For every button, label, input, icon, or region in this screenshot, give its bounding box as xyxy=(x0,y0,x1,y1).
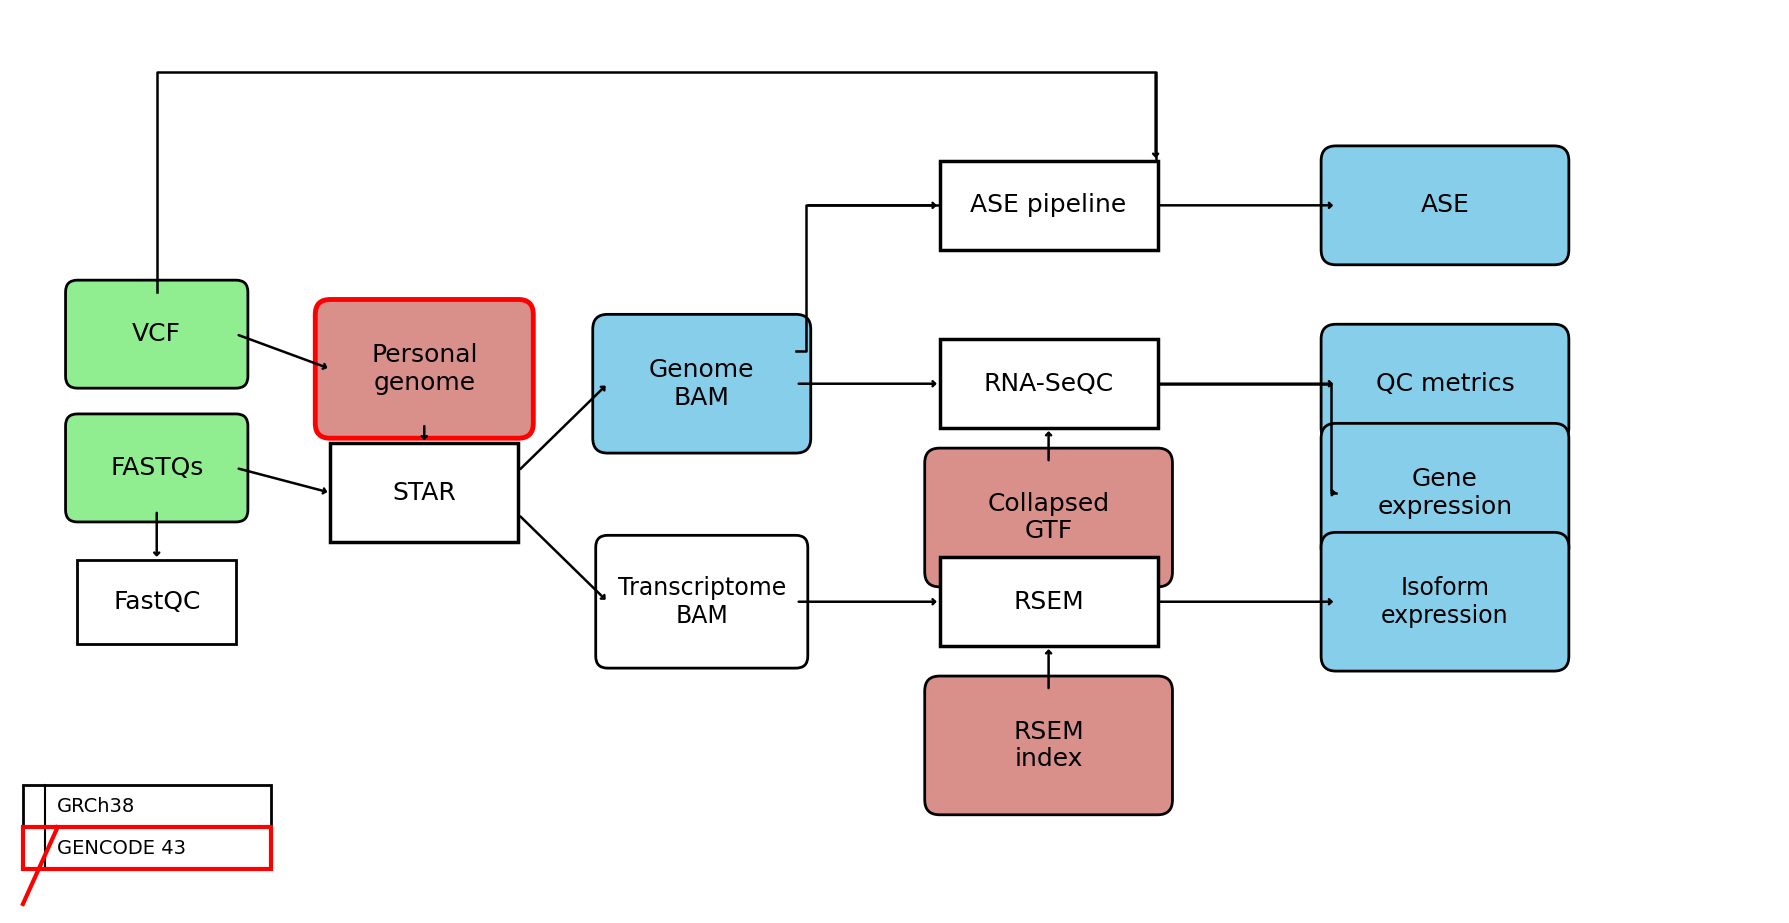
Bar xyxy=(23,827,270,869)
Text: Collapsed
GTF: Collapsed GTF xyxy=(988,492,1109,544)
FancyBboxPatch shape xyxy=(939,161,1157,250)
Text: FASTQs: FASTQs xyxy=(111,456,204,480)
FancyBboxPatch shape xyxy=(925,449,1172,587)
FancyBboxPatch shape xyxy=(331,443,519,543)
FancyBboxPatch shape xyxy=(23,785,270,869)
FancyBboxPatch shape xyxy=(596,535,809,668)
Text: GRCh38: GRCh38 xyxy=(57,797,134,816)
Text: Genome
BAM: Genome BAM xyxy=(649,358,755,410)
Text: ASE: ASE xyxy=(1420,193,1469,217)
Text: Transcriptome
BAM: Transcriptome BAM xyxy=(617,576,785,628)
Text: FastQC: FastQC xyxy=(113,590,200,614)
Text: ASE pipeline: ASE pipeline xyxy=(970,193,1127,217)
Text: GENCODE 43: GENCODE 43 xyxy=(57,839,186,857)
FancyBboxPatch shape xyxy=(1320,324,1569,443)
FancyBboxPatch shape xyxy=(939,339,1157,428)
FancyBboxPatch shape xyxy=(1320,424,1569,562)
FancyBboxPatch shape xyxy=(66,414,249,521)
Text: STAR: STAR xyxy=(392,481,456,505)
Text: Personal
genome: Personal genome xyxy=(370,343,478,395)
FancyBboxPatch shape xyxy=(66,281,249,389)
FancyBboxPatch shape xyxy=(939,557,1157,646)
FancyBboxPatch shape xyxy=(925,676,1172,815)
Text: QC metrics: QC metrics xyxy=(1376,372,1513,396)
FancyBboxPatch shape xyxy=(315,299,533,438)
FancyBboxPatch shape xyxy=(77,559,236,644)
Text: RSEM: RSEM xyxy=(1013,590,1084,614)
Text: Gene
expression: Gene expression xyxy=(1378,467,1512,519)
FancyBboxPatch shape xyxy=(1320,533,1569,671)
FancyBboxPatch shape xyxy=(1320,146,1569,265)
Text: VCF: VCF xyxy=(132,322,181,346)
Text: Isoform
expression: Isoform expression xyxy=(1381,576,1508,628)
FancyBboxPatch shape xyxy=(592,315,810,453)
Text: RSEM
index: RSEM index xyxy=(1013,720,1084,772)
Text: RNA-SeQC: RNA-SeQC xyxy=(984,372,1115,396)
